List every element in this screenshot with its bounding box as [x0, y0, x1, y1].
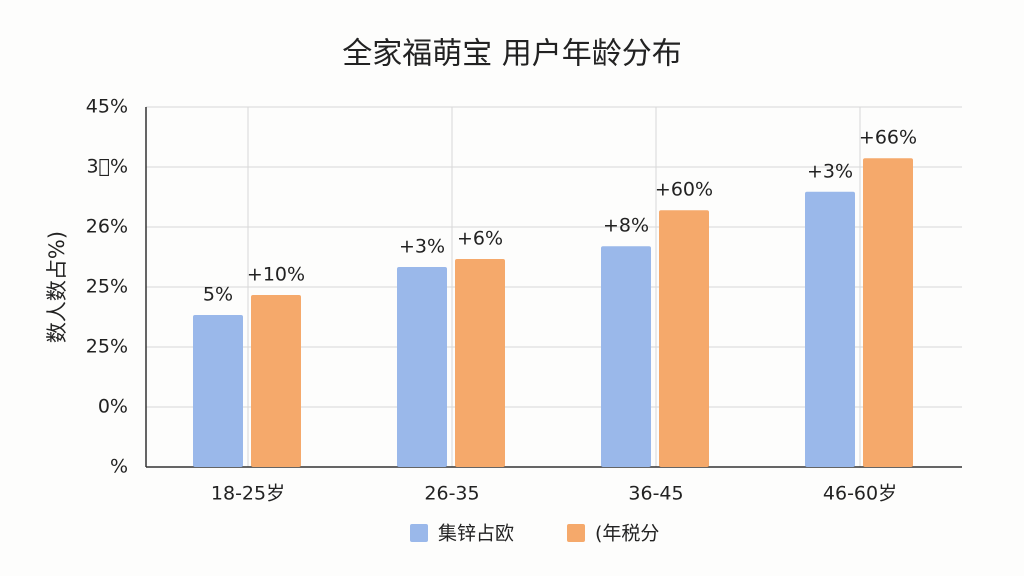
y-tick-label: 26%: [86, 216, 128, 238]
bar-annotation: +3%: [807, 160, 853, 182]
x-tick-label: 46-60岁: [823, 483, 897, 505]
chart-title: 全家福萌宝 用户年龄分布: [342, 37, 682, 72]
legend-label: 集锌占欧: [438, 523, 514, 545]
x-tick-label: 18-25岁: [211, 483, 285, 505]
bar: [601, 246, 651, 467]
bar-annotation: +66%: [859, 127, 917, 149]
legend-swatch: [567, 524, 585, 542]
x-tick-label: 26-35: [424, 483, 479, 505]
bar-annotation: +60%: [655, 179, 713, 201]
bar-annotation: +3%: [399, 236, 445, 258]
bar: [251, 295, 301, 467]
y-tick-label: 25%: [86, 336, 128, 358]
legend-swatch: [410, 524, 428, 542]
y-tick-label: %: [110, 456, 128, 478]
y-tick-label: 3ﾞ%: [86, 156, 128, 178]
y-tick-label: 25%: [86, 276, 128, 298]
bar: [455, 259, 505, 467]
bar-annotation: +10%: [247, 264, 305, 286]
bar-annotation: +8%: [603, 215, 649, 237]
bar: [193, 315, 243, 467]
y-axis-label: 数人数占%): [45, 231, 69, 343]
y-tick-label: 45%: [86, 96, 128, 118]
y-tick-label: 0%: [98, 396, 128, 418]
bar-annotation: 5%: [203, 284, 233, 306]
bar: [659, 210, 709, 467]
bar-annotation: +6%: [457, 228, 503, 250]
x-tick-label: 36-45: [628, 483, 683, 505]
bar: [863, 158, 913, 467]
bar: [805, 191, 855, 468]
bar: [397, 267, 447, 467]
legend-label: (年税分: [595, 523, 659, 545]
